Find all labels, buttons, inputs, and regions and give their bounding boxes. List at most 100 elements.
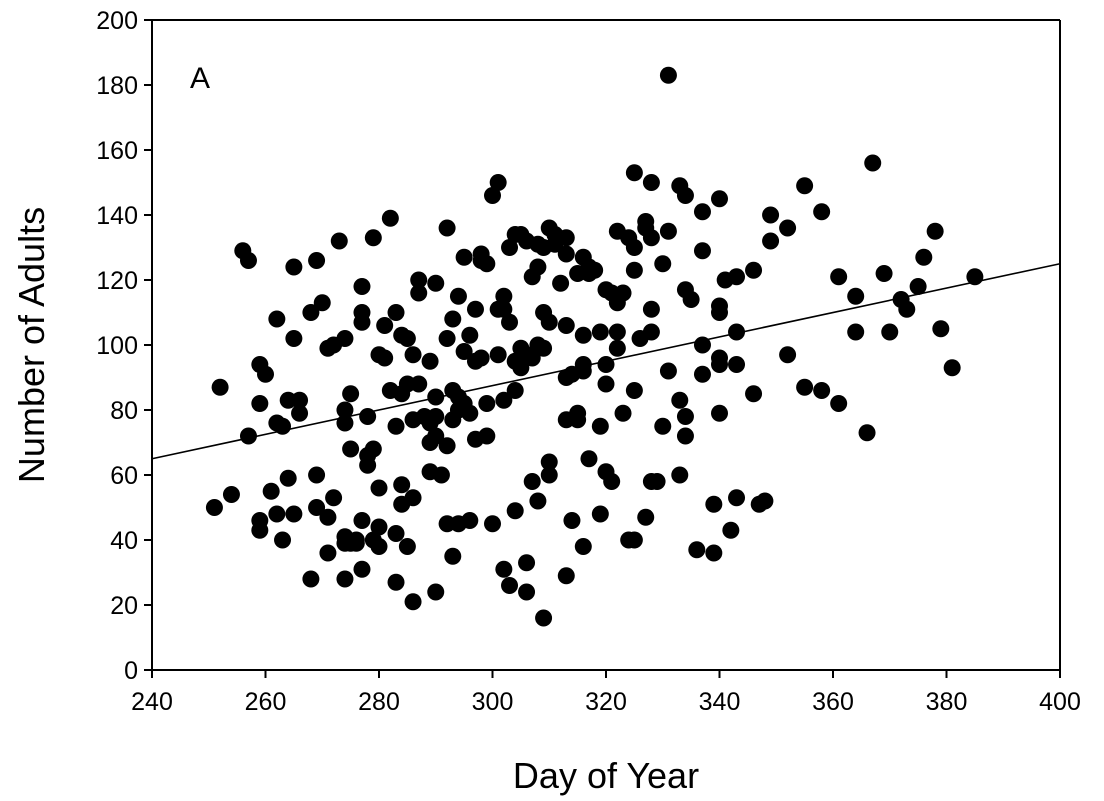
data-point — [813, 382, 831, 399]
data-point — [501, 313, 519, 331]
data-point — [659, 362, 677, 380]
data-point — [535, 609, 553, 627]
data-point — [285, 330, 303, 347]
data-point — [336, 330, 354, 347]
data-point — [427, 583, 445, 601]
data-point — [387, 417, 405, 435]
data-point — [381, 209, 399, 227]
data-point — [671, 466, 689, 484]
data-point — [523, 473, 541, 490]
x-tick-label: 260 — [245, 688, 287, 716]
data-point — [432, 466, 450, 484]
data-point — [387, 525, 405, 542]
data-point — [830, 268, 848, 286]
data-point — [495, 560, 513, 578]
data-point — [438, 330, 456, 347]
data-point — [535, 339, 553, 357]
data-point — [574, 326, 592, 344]
data-point — [342, 385, 360, 403]
data-point — [745, 261, 763, 279]
y-ticks: 0 20 40 60 80 100 120 140 160 180 200 — [96, 7, 152, 685]
data-point — [387, 304, 405, 321]
data-point — [285, 258, 303, 276]
data-point — [779, 219, 797, 237]
data-point — [376, 349, 394, 367]
data-point — [858, 424, 876, 442]
data-point — [654, 417, 672, 435]
data-point — [608, 323, 626, 341]
data-point — [591, 505, 609, 523]
data-point — [404, 346, 422, 364]
data-point — [308, 252, 326, 269]
data-point — [404, 593, 422, 611]
data-point — [569, 411, 587, 429]
data-point — [319, 544, 337, 562]
data-point — [466, 300, 484, 318]
data-point — [728, 323, 746, 341]
data-point — [325, 489, 343, 507]
data-point — [427, 408, 445, 425]
data-point — [642, 229, 660, 247]
data-point — [512, 359, 530, 377]
data-point — [682, 291, 700, 308]
data-point — [257, 365, 274, 383]
data-point — [540, 453, 558, 471]
data-point — [728, 268, 746, 286]
axes — [151, 19, 1061, 671]
data-point — [557, 245, 575, 263]
data-point — [642, 174, 660, 191]
data-point — [625, 261, 643, 279]
data-point — [478, 427, 496, 445]
data-point — [529, 492, 547, 510]
data-point — [614, 284, 632, 302]
data-point — [813, 203, 831, 221]
y-axis-title: Number of Adults — [11, 207, 52, 483]
y-tick-label: 120 — [96, 267, 138, 295]
data-point — [625, 531, 643, 549]
data-point — [603, 473, 621, 490]
data-point — [574, 538, 592, 555]
data-point — [875, 265, 893, 282]
data-point — [421, 352, 439, 370]
data-point — [455, 343, 473, 360]
data-point — [711, 404, 728, 422]
data-point — [370, 538, 388, 555]
data-point — [461, 404, 479, 422]
data-point — [506, 502, 524, 520]
data-point — [625, 382, 643, 399]
data-point — [779, 346, 797, 364]
y-tick-label: 20 — [110, 592, 138, 620]
data-point — [501, 577, 519, 594]
data-point — [347, 534, 365, 552]
data-point — [427, 274, 445, 292]
data-point — [455, 248, 473, 266]
data-point — [625, 239, 643, 256]
data-point — [308, 499, 326, 516]
data-point — [881, 323, 899, 341]
x-tick-label: 360 — [812, 688, 854, 716]
data-point — [608, 339, 626, 357]
data-point — [313, 294, 331, 312]
data-point — [864, 154, 882, 172]
trend-line — [151, 262, 1061, 460]
data-point — [478, 395, 496, 412]
data-point — [353, 278, 371, 295]
data-point — [597, 375, 615, 393]
data-point — [291, 391, 309, 409]
data-point — [251, 521, 269, 539]
data-point — [676, 408, 694, 425]
data-point — [319, 508, 337, 526]
x-tick-label: 400 — [1039, 688, 1081, 716]
data-point — [393, 476, 411, 494]
data-point — [540, 313, 558, 331]
x-tick-label: 280 — [358, 688, 400, 716]
data-point — [438, 219, 456, 237]
data-point — [376, 317, 394, 334]
data-point — [211, 378, 229, 396]
data-point — [262, 482, 280, 500]
data-point — [302, 304, 320, 321]
data-point — [404, 489, 422, 507]
x-tick-label: 340 — [699, 688, 741, 716]
data-point — [847, 287, 865, 305]
